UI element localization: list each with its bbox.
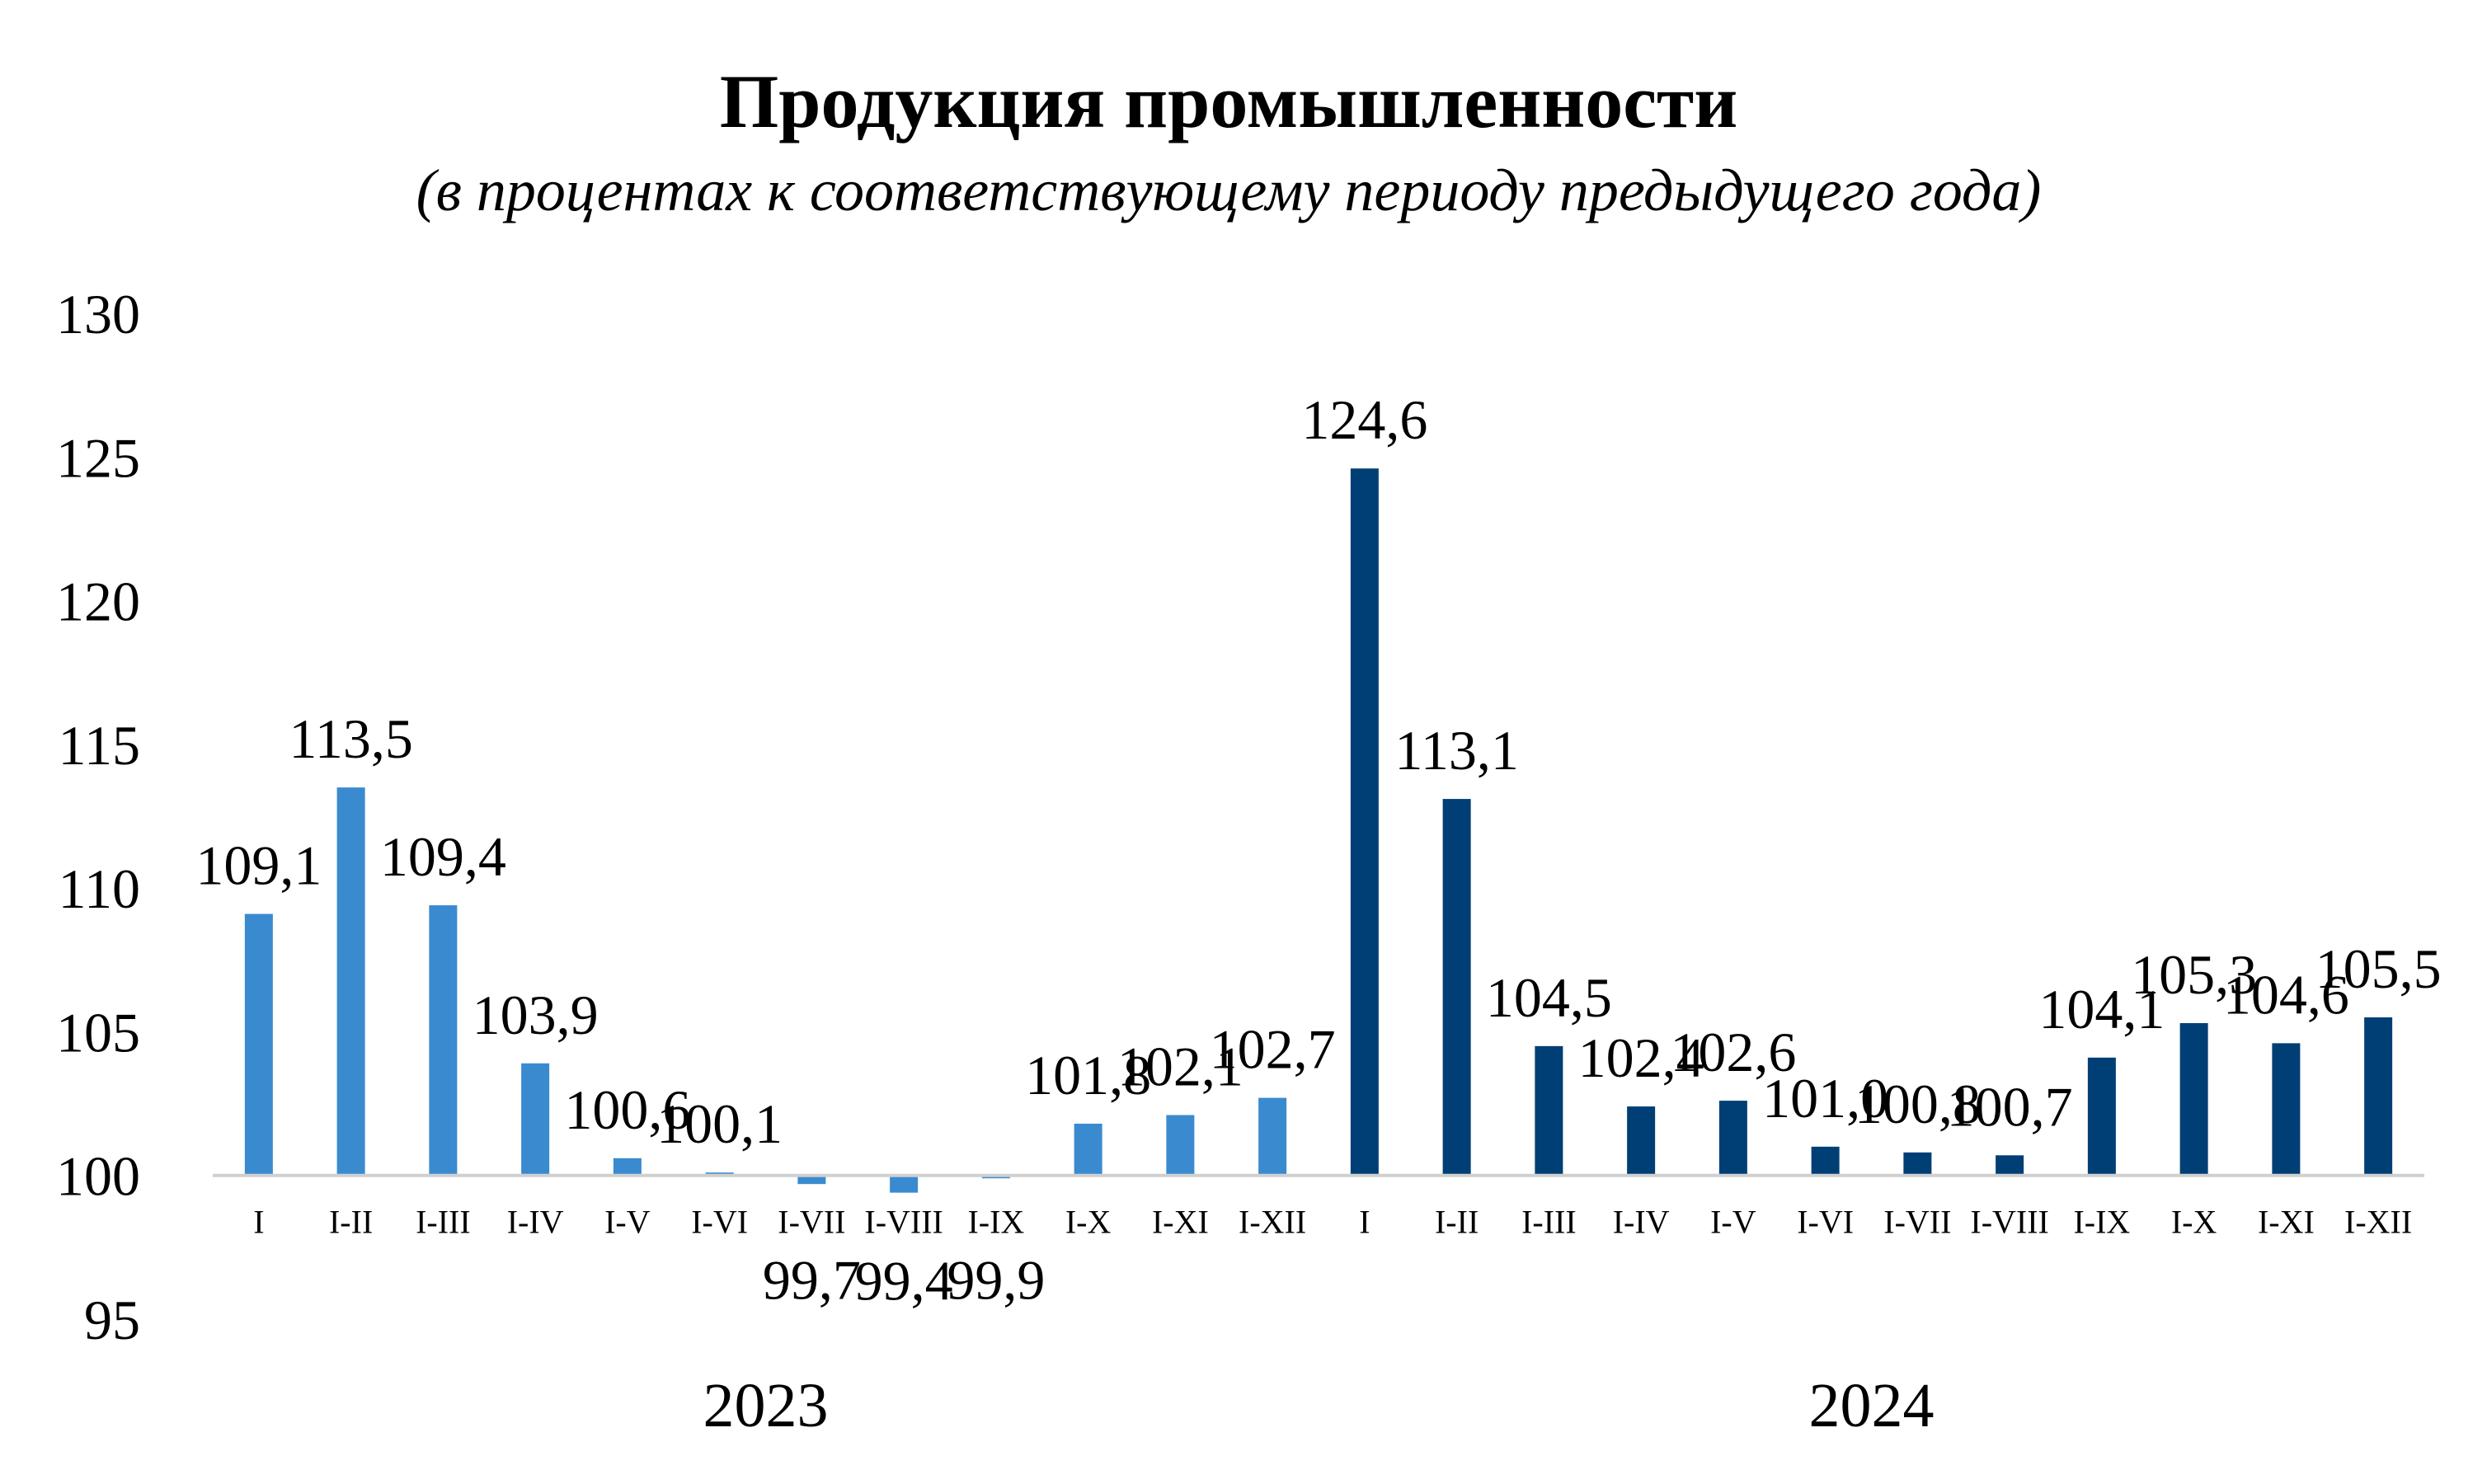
group-labels: 2023 2024 bbox=[703, 1371, 1935, 1440]
x-tick-label: I-II bbox=[1435, 1204, 1479, 1241]
x-tick-label: I-XII bbox=[2344, 1204, 2412, 1241]
x-axis: I I-II I-III I-IV I-V I-VI I-VII I-VIII I-IX I-X I… bbox=[253, 1204, 2412, 1241]
data-label: 104,5 bbox=[1486, 966, 1612, 1029]
data-label: 99,9 bbox=[947, 1249, 1045, 1312]
data-label: 109,4 bbox=[380, 825, 506, 888]
year-group-label: 2023 bbox=[703, 1371, 829, 1440]
x-tick-label: I-III bbox=[1521, 1204, 1577, 1241]
y-tick-label: 130 bbox=[56, 283, 140, 345]
data-label: 101,8 bbox=[1025, 1044, 1151, 1106]
chart-title: Продукция промышленности bbox=[719, 59, 1738, 143]
x-tick-label: I bbox=[1359, 1204, 1370, 1241]
data-label: 100,8 bbox=[1855, 1073, 1981, 1135]
bar bbox=[1442, 799, 1471, 1176]
data-label: 99,4 bbox=[855, 1250, 953, 1313]
data-label: 104,6 bbox=[2223, 963, 2349, 1026]
x-tick-label: I-II bbox=[329, 1204, 373, 1241]
x-tick-label: I-IX bbox=[2073, 1204, 2130, 1241]
data-label: 102,1 bbox=[1117, 1036, 1244, 1098]
data-label: 100,7 bbox=[1947, 1075, 2073, 1138]
x-tick-label: I-VII bbox=[1883, 1204, 1951, 1241]
y-tick-label: 110 bbox=[59, 857, 140, 920]
bar bbox=[2179, 1022, 2208, 1176]
x-tick-label: I-VIII bbox=[864, 1204, 943, 1241]
y-tick-label: 115 bbox=[59, 714, 140, 777]
bar bbox=[2364, 1017, 2393, 1176]
x-tick-label: I-IX bbox=[967, 1204, 1024, 1241]
bar bbox=[1166, 1115, 1195, 1176]
bar bbox=[1350, 468, 1379, 1176]
bar bbox=[1258, 1097, 1287, 1176]
bar bbox=[2272, 1043, 2301, 1176]
x-tick-label: I-X bbox=[2171, 1204, 2217, 1241]
x-tick-label: I-IV bbox=[1613, 1204, 1670, 1241]
data-label: 105,3 bbox=[2131, 943, 2257, 1006]
bar bbox=[336, 787, 365, 1176]
data-label: 103,9 bbox=[472, 984, 599, 1046]
bar bbox=[1718, 1101, 1747, 1176]
x-tick-label: I-IV bbox=[507, 1204, 564, 1241]
data-label: 113,1 bbox=[1394, 719, 1518, 782]
y-tick-label: 120 bbox=[56, 571, 140, 633]
bar bbox=[1074, 1123, 1102, 1176]
x-tick-label: I-XI bbox=[2258, 1204, 2315, 1241]
data-label: 100,1 bbox=[656, 1092, 783, 1155]
data-label: 113,5 bbox=[289, 707, 412, 770]
data-label: 102,6 bbox=[1670, 1021, 1796, 1083]
bars bbox=[244, 468, 2393, 1193]
x-tick-label: I-VII bbox=[778, 1204, 845, 1241]
data-label: 102,7 bbox=[1210, 1018, 1336, 1081]
x-tick-label: I-VI bbox=[691, 1204, 748, 1241]
bar bbox=[1811, 1146, 1840, 1176]
data-label: 109,1 bbox=[195, 834, 322, 897]
x-tick-label: I-V bbox=[604, 1204, 651, 1241]
y-tick-label: 100 bbox=[56, 1145, 140, 1208]
x-tick-label: I-X bbox=[1065, 1204, 1112, 1241]
bar bbox=[2087, 1057, 2116, 1176]
bar bbox=[1535, 1045, 1563, 1176]
data-label: 101,0 bbox=[1762, 1067, 1888, 1129]
bar bbox=[1627, 1106, 1656, 1176]
x-tick-label: I bbox=[253, 1204, 264, 1241]
data-label: 99,7 bbox=[763, 1249, 861, 1312]
y-axis: 95 100 105 110 115 120 125 130 bbox=[56, 283, 140, 1351]
y-tick-label: 105 bbox=[56, 1001, 140, 1064]
x-tick-label: I-VI bbox=[1797, 1204, 1854, 1241]
bar bbox=[1903, 1152, 1932, 1176]
bar bbox=[613, 1158, 642, 1176]
x-tick-label: I-III bbox=[416, 1204, 471, 1241]
bar bbox=[244, 913, 273, 1176]
data-label: 100,6 bbox=[564, 1078, 690, 1141]
data-label: 102,4 bbox=[1578, 1026, 1704, 1089]
x-tick-label: I-VIII bbox=[1970, 1204, 2049, 1241]
bar bbox=[1996, 1155, 2024, 1176]
y-tick-label: 125 bbox=[56, 426, 140, 489]
bar bbox=[429, 905, 458, 1176]
x-tick-label: I-XI bbox=[1152, 1204, 1209, 1241]
data-label: 104,1 bbox=[2038, 978, 2165, 1040]
bar bbox=[797, 1175, 826, 1185]
x-tick-label: I-V bbox=[1710, 1204, 1756, 1241]
chart-subtitle: (в процентах к соответствующему периоду … bbox=[416, 157, 2042, 223]
data-label: 105,5 bbox=[2315, 937, 2442, 1000]
bar bbox=[521, 1063, 550, 1176]
year-group-label: 2024 bbox=[1809, 1371, 1935, 1440]
data-label: 124,6 bbox=[1301, 388, 1427, 451]
y-tick-label: 95 bbox=[84, 1289, 140, 1351]
bar bbox=[890, 1175, 919, 1193]
x-tick-label: I-XII bbox=[1239, 1204, 1306, 1241]
